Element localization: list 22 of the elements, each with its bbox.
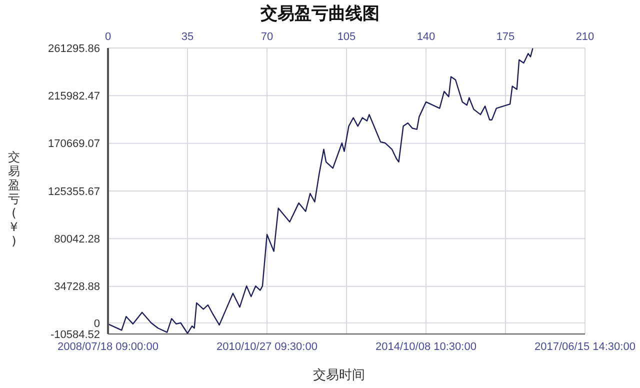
x-axis-title: 交易时间 <box>312 367 366 384</box>
x-tick-label: 0 <box>104 31 112 43</box>
text: 2017/06/15 14:30:00 <box>534 340 636 353</box>
y-tick-label: 125355.67 <box>48 186 100 198</box>
x-tick-label: 70 <box>260 31 274 43</box>
x-tick-label: 140 <box>416 31 436 43</box>
y-tick-label: 215982.47 <box>48 90 100 103</box>
x-tick-label: 175 <box>496 31 515 43</box>
y-tick-label: 80042.28 <box>54 234 100 246</box>
y-tick-label: -10584.52 <box>50 328 100 341</box>
text: 2008/07/18 09:00:00 <box>58 340 158 353</box>
y-tick-label: 261295.86 <box>48 42 100 55</box>
y-axis-title: 交易盈亏(¥) <box>7 150 21 248</box>
text: 2014/10/08 10:30:00 <box>376 340 476 353</box>
y-tick-label: 34728.88 <box>54 281 100 294</box>
x-tick-label: 210 <box>576 31 594 43</box>
x-tick-label: 35 <box>181 31 194 43</box>
y-tick-label: 0 <box>94 318 100 330</box>
x-tick-label: 105 <box>337 31 356 43</box>
y-tick-label: 170669.07 <box>48 138 100 150</box>
chart-title: 交易盈亏曲线图 <box>260 3 380 25</box>
text: 2010/10/27 09:30:00 <box>216 340 318 353</box>
